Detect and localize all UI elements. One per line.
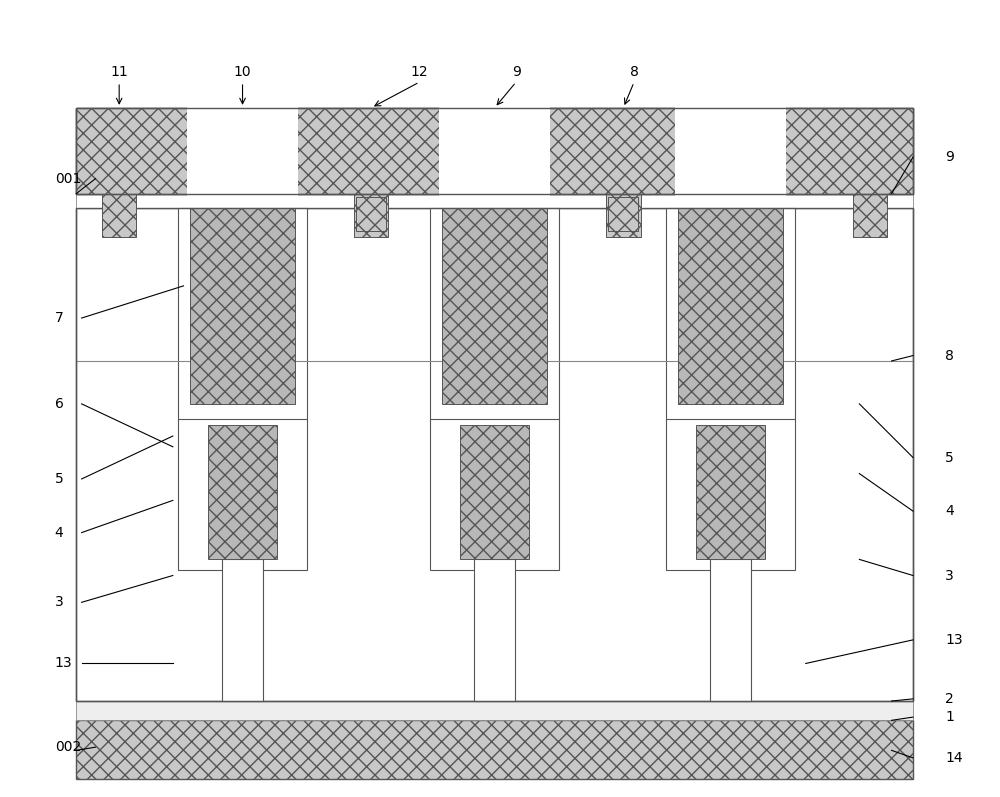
Bar: [76, 701, 913, 720]
Bar: [76, 207, 913, 701]
Bar: [678, 207, 783, 404]
Bar: [606, 194, 641, 237]
Bar: [675, 106, 786, 196]
Bar: [666, 419, 795, 570]
Bar: [666, 207, 795, 420]
Bar: [102, 194, 136, 237]
Bar: [190, 207, 295, 404]
Bar: [76, 108, 913, 194]
Bar: [76, 194, 913, 207]
Text: 5: 5: [55, 472, 64, 486]
Bar: [608, 197, 638, 231]
Text: 8: 8: [630, 65, 639, 79]
Text: 8: 8: [945, 348, 954, 363]
Bar: [354, 194, 388, 237]
Text: 9: 9: [945, 150, 954, 164]
Text: 3: 3: [55, 595, 64, 610]
Bar: [853, 194, 887, 237]
Bar: [696, 426, 765, 559]
Text: 12: 12: [411, 65, 428, 79]
Bar: [76, 108, 913, 194]
Text: 4: 4: [55, 525, 64, 540]
Text: 9: 9: [512, 65, 521, 79]
Bar: [474, 559, 515, 701]
Bar: [76, 108, 913, 194]
Text: 14: 14: [945, 751, 963, 765]
Bar: [178, 207, 307, 420]
Text: 7: 7: [55, 311, 64, 325]
Bar: [439, 106, 550, 196]
Bar: [222, 559, 263, 701]
Bar: [76, 207, 913, 701]
Text: 13: 13: [55, 657, 72, 670]
Bar: [460, 426, 529, 559]
Text: 002: 002: [55, 740, 81, 754]
Text: 6: 6: [55, 397, 64, 411]
Text: 13: 13: [945, 633, 963, 647]
Bar: [442, 207, 547, 404]
Bar: [208, 426, 277, 559]
Text: 2: 2: [945, 692, 954, 706]
Bar: [430, 419, 559, 570]
Text: 5: 5: [945, 450, 954, 465]
Bar: [356, 197, 386, 231]
Bar: [76, 720, 913, 779]
Bar: [187, 106, 298, 196]
Text: 11: 11: [110, 65, 128, 79]
Bar: [430, 207, 559, 420]
Text: 3: 3: [945, 568, 954, 583]
Text: 4: 4: [945, 505, 954, 518]
Text: 1: 1: [945, 710, 954, 724]
Bar: [710, 559, 751, 701]
Bar: [178, 419, 307, 570]
Text: 001: 001: [55, 171, 81, 186]
Text: 10: 10: [234, 65, 251, 79]
